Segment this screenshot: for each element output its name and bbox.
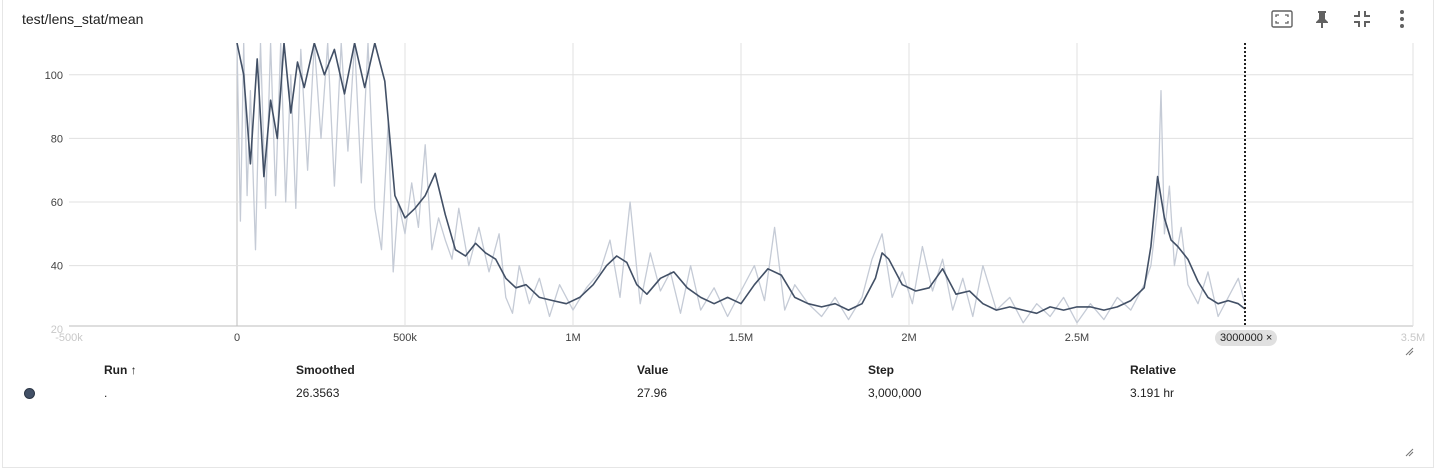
- y-tick-label: 60: [51, 197, 63, 209]
- step-marker-label: 3000000: [1220, 332, 1263, 344]
- y-tick-label: 20: [51, 324, 63, 336]
- column-header-run[interactable]: Run ↑: [104, 363, 137, 377]
- fullscreen-exit-icon: [1354, 11, 1370, 27]
- card-toolbar: [1269, 6, 1415, 32]
- x-tick-label: 2M: [901, 332, 916, 344]
- fit-screen-icon: [1271, 10, 1293, 28]
- card-title: test/lens_stat/mean: [22, 11, 144, 27]
- more-vert-icon: [1400, 10, 1404, 28]
- more-button[interactable]: [1389, 6, 1415, 32]
- pin-icon: [1316, 11, 1328, 28]
- run-color-dot: [24, 388, 35, 399]
- x-tick-label: 0: [234, 332, 240, 344]
- line-chart[interactable]: -500k 0 500k 1M 1.5M 2M 2.5M 3.5M 20 40 60 80 100: [0, 0, 1437, 350]
- relative-value: 3.191 hr: [1130, 386, 1175, 400]
- x-tick-label: 1M: [565, 332, 580, 344]
- pin-button[interactable]: [1309, 6, 1335, 32]
- y-tick-label: 80: [51, 133, 63, 145]
- collapse-button[interactable]: [1349, 6, 1375, 32]
- step-marker-close-icon[interactable]: ×: [1265, 332, 1273, 344]
- raw-series-line: [236, 43, 1246, 324]
- sort-arrow-icon: ↑: [130, 363, 137, 377]
- y-tick-label: 40: [51, 261, 63, 273]
- fit-domain-button[interactable]: [1269, 6, 1295, 32]
- column-header-value[interactable]: Value: [637, 363, 669, 377]
- column-header-step[interactable]: Step: [868, 363, 895, 377]
- x-tick-label: 3.5M: [1401, 332, 1425, 344]
- smoothed-value: 26.3563: [296, 386, 340, 400]
- table-resize-handle-icon[interactable]: [1405, 448, 1414, 457]
- step-marker-chip[interactable]: 3000000 ×: [1215, 330, 1278, 346]
- run-name: .: [104, 386, 108, 400]
- x-tick-label: -500k: [55, 332, 83, 344]
- x-tick-label: 500k: [393, 332, 417, 344]
- step-value: 3,000,000: [868, 386, 922, 400]
- column-header-smoothed[interactable]: Smoothed: [296, 363, 355, 377]
- raw-value: 27.96: [637, 386, 668, 400]
- smoothed-series-line: [236, 43, 1246, 315]
- y-tick-label: 100: [45, 70, 63, 82]
- x-tick-label: 1.5M: [729, 332, 753, 344]
- x-tick-label: 2.5M: [1065, 332, 1089, 344]
- column-header-relative[interactable]: Relative: [1130, 363, 1177, 377]
- resize-handle-icon[interactable]: [1405, 347, 1414, 356]
